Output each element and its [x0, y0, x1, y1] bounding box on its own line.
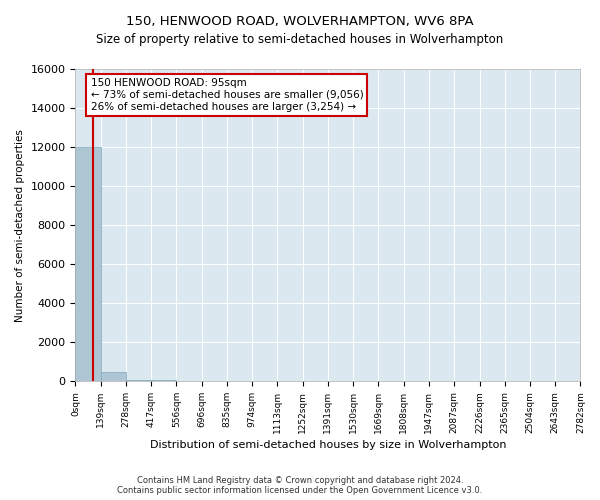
- Text: 150 HENWOOD ROAD: 95sqm
← 73% of semi-detached houses are smaller (9,056)
26% of: 150 HENWOOD ROAD: 95sqm ← 73% of semi-de…: [91, 78, 364, 112]
- X-axis label: Distribution of semi-detached houses by size in Wolverhampton: Distribution of semi-detached houses by …: [150, 440, 506, 450]
- Text: Size of property relative to semi-detached houses in Wolverhampton: Size of property relative to semi-detach…: [97, 32, 503, 46]
- Bar: [151, 380, 176, 381]
- Text: Contains HM Land Registry data © Crown copyright and database right 2024.
Contai: Contains HM Land Registry data © Crown c…: [118, 476, 482, 495]
- Y-axis label: Number of semi-detached properties: Number of semi-detached properties: [15, 128, 25, 322]
- Bar: [126, 380, 151, 381]
- Bar: [76, 147, 101, 381]
- Bar: [101, 372, 126, 381]
- Text: 150, HENWOOD ROAD, WOLVERHAMPTON, WV6 8PA: 150, HENWOOD ROAD, WOLVERHAMPTON, WV6 8P…: [126, 15, 474, 28]
